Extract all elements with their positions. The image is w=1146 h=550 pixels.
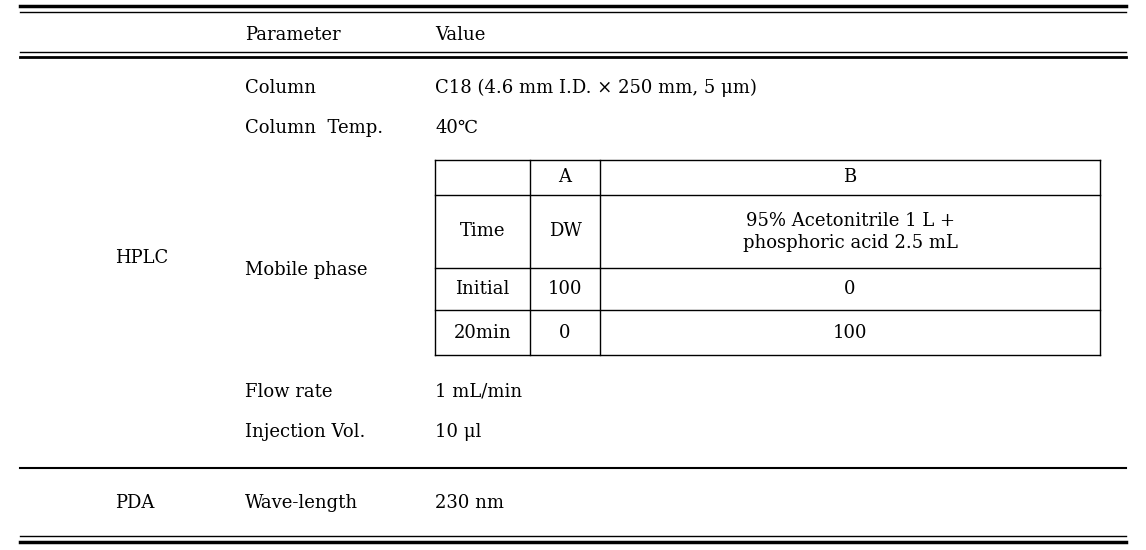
Text: 95% Acetonitrile 1 L +: 95% Acetonitrile 1 L + <box>746 212 955 230</box>
Text: Time: Time <box>460 223 505 240</box>
Text: 40℃: 40℃ <box>435 119 478 137</box>
Text: Column: Column <box>245 79 316 97</box>
Text: A: A <box>558 168 572 186</box>
Text: Wave-length: Wave-length <box>245 494 358 512</box>
Text: 10 μl: 10 μl <box>435 423 481 441</box>
Text: Parameter: Parameter <box>245 26 340 44</box>
Text: Flow rate: Flow rate <box>245 383 332 401</box>
Text: 0: 0 <box>845 280 856 298</box>
Text: Initial: Initial <box>455 280 510 298</box>
Text: phosphoric acid 2.5 mL: phosphoric acid 2.5 mL <box>743 234 957 251</box>
Text: PDA: PDA <box>115 494 155 512</box>
Text: 230 nm: 230 nm <box>435 494 504 512</box>
Text: 0: 0 <box>559 323 571 342</box>
Text: C18 (4.6 mm I.D. × 250 mm, 5 μm): C18 (4.6 mm I.D. × 250 mm, 5 μm) <box>435 79 756 97</box>
Text: 20min: 20min <box>454 323 511 342</box>
Text: DW: DW <box>549 223 581 240</box>
Text: Value: Value <box>435 26 486 44</box>
Text: B: B <box>843 168 856 186</box>
Text: HPLC: HPLC <box>115 249 168 267</box>
Text: 100: 100 <box>833 323 868 342</box>
Text: 1 mL/min: 1 mL/min <box>435 383 523 401</box>
Text: Column  Temp.: Column Temp. <box>245 119 383 137</box>
Text: Injection Vol.: Injection Vol. <box>245 423 366 441</box>
Text: Mobile phase: Mobile phase <box>245 261 368 279</box>
Text: 100: 100 <box>548 280 582 298</box>
